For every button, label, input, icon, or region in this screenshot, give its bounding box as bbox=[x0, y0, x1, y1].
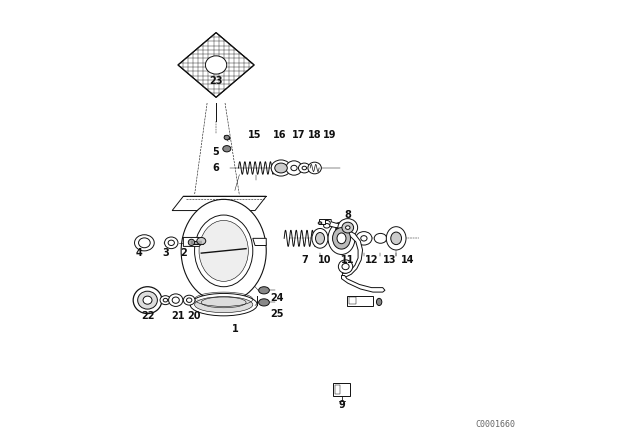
Ellipse shape bbox=[199, 220, 248, 281]
Bar bbox=[319, 219, 325, 224]
Ellipse shape bbox=[374, 233, 387, 243]
Text: 9: 9 bbox=[338, 401, 345, 410]
Text: 21: 21 bbox=[171, 311, 184, 321]
Ellipse shape bbox=[356, 232, 372, 245]
Polygon shape bbox=[184, 237, 204, 246]
Ellipse shape bbox=[376, 298, 382, 306]
Ellipse shape bbox=[391, 232, 401, 245]
Ellipse shape bbox=[195, 215, 253, 287]
Text: 2: 2 bbox=[180, 248, 187, 258]
Text: 3: 3 bbox=[162, 248, 169, 258]
Ellipse shape bbox=[337, 233, 346, 244]
Ellipse shape bbox=[188, 239, 195, 246]
Ellipse shape bbox=[271, 160, 291, 176]
Text: 22: 22 bbox=[141, 311, 154, 321]
Ellipse shape bbox=[197, 237, 206, 245]
Text: 16: 16 bbox=[273, 130, 287, 140]
Ellipse shape bbox=[164, 237, 178, 249]
Ellipse shape bbox=[160, 296, 171, 305]
Polygon shape bbox=[253, 238, 266, 246]
Text: 4: 4 bbox=[135, 248, 142, 258]
Ellipse shape bbox=[323, 220, 330, 226]
Bar bbox=[347, 296, 373, 306]
Ellipse shape bbox=[312, 228, 328, 248]
Text: 13: 13 bbox=[383, 255, 396, 265]
Ellipse shape bbox=[275, 163, 287, 173]
Ellipse shape bbox=[181, 199, 266, 302]
Ellipse shape bbox=[195, 297, 253, 313]
Ellipse shape bbox=[342, 222, 354, 233]
Text: 8: 8 bbox=[344, 210, 351, 220]
Text: 15: 15 bbox=[248, 130, 262, 140]
Text: 19: 19 bbox=[323, 130, 337, 140]
Polygon shape bbox=[324, 220, 342, 228]
Ellipse shape bbox=[259, 287, 269, 294]
Ellipse shape bbox=[346, 226, 350, 229]
Ellipse shape bbox=[286, 161, 302, 175]
Text: 7: 7 bbox=[301, 255, 308, 265]
Text: C0001660: C0001660 bbox=[475, 420, 515, 429]
Ellipse shape bbox=[205, 56, 227, 74]
Ellipse shape bbox=[316, 233, 324, 244]
Ellipse shape bbox=[138, 291, 157, 309]
Text: 1: 1 bbox=[232, 324, 238, 334]
Text: 20: 20 bbox=[187, 311, 200, 321]
Ellipse shape bbox=[339, 260, 353, 273]
Text: 25: 25 bbox=[271, 310, 284, 319]
Text: 11: 11 bbox=[341, 255, 355, 265]
Polygon shape bbox=[178, 33, 254, 97]
Text: 12: 12 bbox=[365, 255, 378, 265]
Text: 10: 10 bbox=[317, 255, 332, 265]
Ellipse shape bbox=[259, 299, 269, 306]
Ellipse shape bbox=[223, 146, 231, 152]
Bar bbox=[191, 241, 203, 244]
Text: 17: 17 bbox=[292, 130, 305, 140]
Ellipse shape bbox=[143, 296, 152, 304]
Ellipse shape bbox=[190, 293, 257, 316]
Text: 23: 23 bbox=[209, 76, 223, 86]
Ellipse shape bbox=[168, 294, 183, 306]
Ellipse shape bbox=[224, 135, 230, 140]
Ellipse shape bbox=[308, 162, 321, 174]
Bar bbox=[335, 385, 340, 394]
Ellipse shape bbox=[333, 228, 351, 249]
Ellipse shape bbox=[387, 227, 406, 250]
Bar bbox=[349, 297, 356, 304]
Text: 24: 24 bbox=[271, 293, 284, 303]
Text: 5: 5 bbox=[212, 147, 220, 157]
Polygon shape bbox=[342, 276, 385, 292]
Ellipse shape bbox=[298, 163, 310, 173]
Ellipse shape bbox=[324, 224, 330, 228]
Polygon shape bbox=[336, 228, 362, 277]
Ellipse shape bbox=[338, 219, 358, 237]
Ellipse shape bbox=[133, 287, 162, 314]
Ellipse shape bbox=[184, 295, 195, 305]
Text: 14: 14 bbox=[401, 255, 414, 265]
Polygon shape bbox=[172, 196, 266, 211]
Ellipse shape bbox=[318, 222, 322, 224]
Ellipse shape bbox=[134, 235, 154, 251]
Ellipse shape bbox=[328, 222, 355, 254]
Text: 18: 18 bbox=[308, 130, 321, 140]
Text: 6: 6 bbox=[212, 163, 220, 173]
Bar bbox=[333, 383, 351, 396]
